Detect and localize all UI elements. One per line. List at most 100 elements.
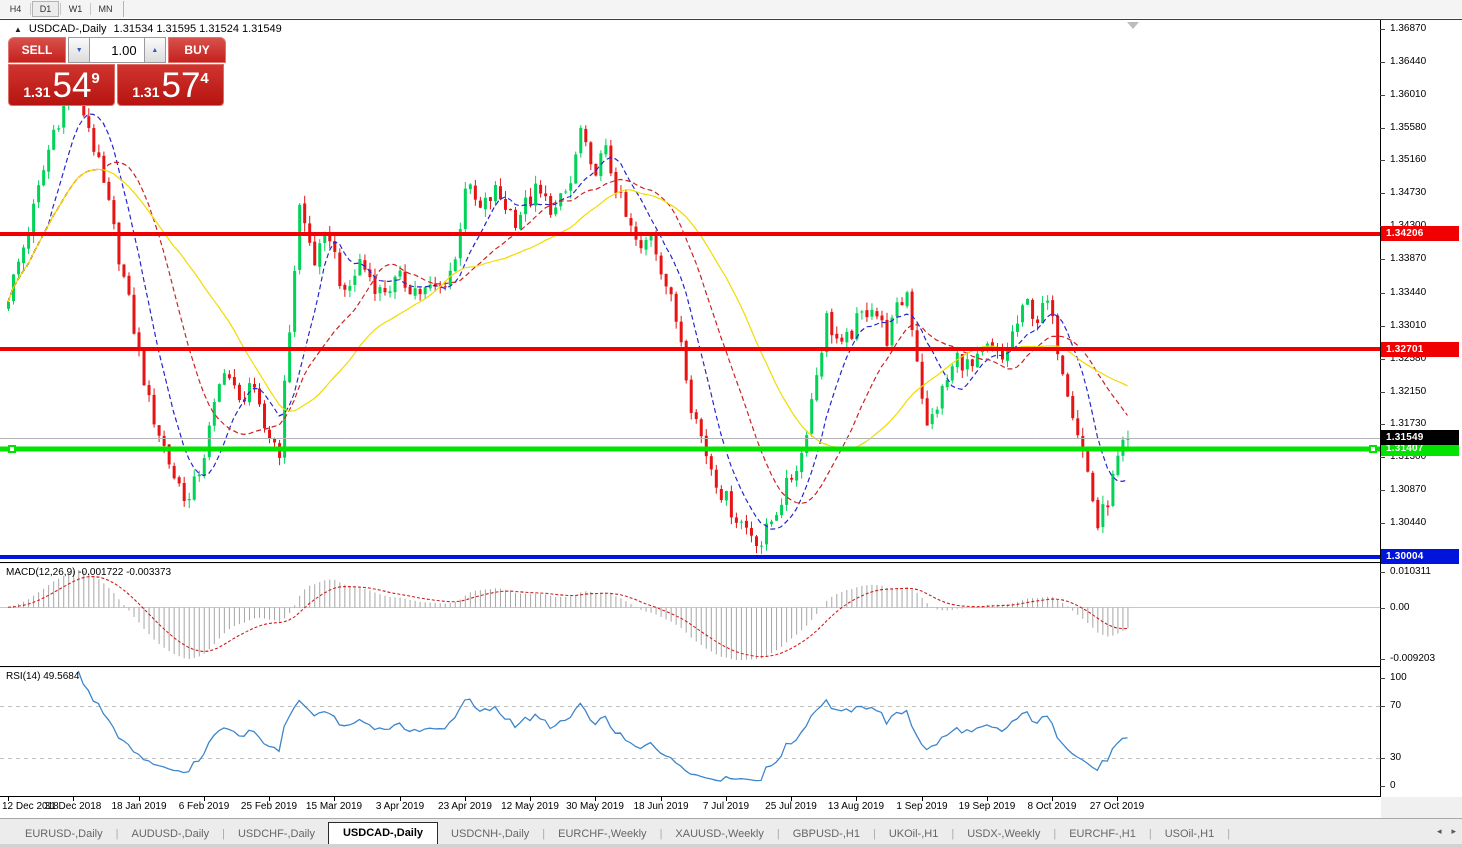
volume-increase-button[interactable]: ▲ [143, 37, 167, 63]
macd-axis-label: 0.00 [1390, 601, 1410, 613]
ask-price-prefix: 1.31 [132, 84, 160, 100]
date-axis-label: 1 Sep 2019 [896, 801, 948, 812]
chart-tab-usdchfdaily[interactable]: USDCHF-,Daily [237, 828, 315, 840]
one-click-trade-panel: SELL ▼ 1.00 ▲ BUY 1.31 54 9 1.31 57 4 [8, 37, 227, 106]
rsi-axis-label: 100 [1390, 672, 1407, 683]
tab-separator: | [222, 828, 225, 840]
tab-separator: | [1053, 828, 1057, 840]
price-axis-tick [1380, 193, 1385, 194]
rsi-indicator-chart[interactable] [0, 668, 1381, 796]
date-axis-label: 3 Apr 2019 [375, 801, 425, 812]
date-axis-label: 23 Apr 2019 [438, 801, 492, 812]
macd-indicator-chart[interactable] [0, 564, 1381, 666]
chart-tab-usdxweekly[interactable]: USDX-,Weekly [967, 828, 1041, 840]
macd-axis-tick [1380, 608, 1385, 609]
tab-separator: | [1227, 828, 1231, 840]
date-axis-tick [465, 797, 466, 801]
price-axis-tick [1380, 490, 1385, 491]
toolbar-separator [123, 1, 124, 17]
ask-price-main: 57 [161, 66, 201, 105]
price-axis-tick-label: 1.36440 [1390, 56, 1427, 67]
date-axis-tick [1052, 797, 1053, 801]
price-axis-tick-label: 1.32150 [1390, 386, 1427, 397]
price-axis-tick [1380, 62, 1385, 63]
price-axis-tick [1380, 293, 1385, 294]
arrow-up-icon: ▲ [151, 46, 159, 54]
chart-tab-audusddaily[interactable]: AUDUSD-,Daily [131, 828, 210, 840]
tab-scroll-left-icon[interactable]: ◂ [1436, 826, 1442, 836]
macd-rsi-separator[interactable] [0, 666, 1381, 667]
ask-price-pip: 4 [200, 70, 209, 87]
sell-button[interactable]: SELL [8, 37, 66, 63]
chart-tab-usdcnhdaily[interactable]: USDCNH-,Daily [451, 828, 530, 840]
main-macd-separator[interactable] [0, 562, 1381, 563]
price-axis-tick [1380, 128, 1385, 129]
bid-price-pip: 9 [91, 70, 100, 87]
macd-axis-tick [1380, 572, 1385, 573]
macd-axis-tick [1380, 659, 1385, 660]
chart-title: ▲ USDCAD-,Daily 1.31534 1.31595 1.31524 … [14, 23, 282, 35]
date-axis-tick [400, 797, 401, 801]
tab-separator: | [872, 828, 876, 840]
collapse-panel-icon[interactable]: ▲ [14, 24, 22, 34]
volume-input[interactable]: 1.00 [90, 37, 144, 63]
date-axis-label: 15 Mar 2019 [305, 801, 363, 812]
rsi-axis-label: 70 [1390, 700, 1402, 711]
date-axis-label: 31 Dec 2018 [44, 801, 102, 812]
bid-price-prefix: 1.31 [23, 84, 51, 100]
chart-tab-usdcaddaily[interactable]: USDCAD-,Daily [327, 822, 439, 845]
buy-button[interactable]: BUY [168, 37, 227, 63]
chart-tab-ukoilh1[interactable]: UKOil-,H1 [888, 828, 939, 840]
date-axis-tick [661, 797, 662, 801]
volume-decrease-button[interactable]: ▼ [67, 37, 91, 63]
price-axis-tick [1380, 29, 1385, 30]
tab-scroll-right-icon[interactable]: ▸ [1451, 826, 1456, 836]
date-axis-label: 19 Sep 2019 [958, 801, 1016, 812]
frame-border [0, 19, 1462, 20]
arrow-down-icon: ▼ [75, 46, 83, 54]
chart-tab-usoilh1[interactable]: USOil-,H1 [1164, 828, 1215, 840]
price-axis-tick-label: 1.30440 [1390, 517, 1427, 528]
date-axis-label: 12 Dec 2018 [2, 801, 59, 812]
price-axis-tick-label: 1.33870 [1390, 253, 1427, 264]
timeframe-button-mn[interactable]: MN [98, 4, 113, 14]
date-axis-label: 8 Oct 2019 [1027, 801, 1077, 812]
timeframe-button-h4[interactable]: H4 [9, 4, 22, 14]
timeframe-toolbar: H4 D1 W1 MN [0, 0, 1462, 19]
timeframe-button-d1[interactable]: D1 [32, 1, 59, 17]
bid-price-button[interactable]: 1.31 54 9 [8, 64, 115, 106]
price-axis-tick-label: 1.32580 [1390, 353, 1427, 364]
rsi-axis-tick [1380, 678, 1385, 679]
hline-price-tag[interactable]: 1.30004 [1381, 549, 1459, 564]
date-axis-tick [8, 797, 9, 801]
rsi-axis-label: 30 [1390, 752, 1402, 763]
tab-separator: | [542, 828, 546, 840]
price-axis-tick-label: 1.30870 [1390, 484, 1427, 495]
main-price-chart[interactable] [0, 20, 1381, 562]
tab-scroll-controls: ◂ ▸ [1437, 826, 1456, 837]
chart-symbol-label: USDCAD-,Daily [28, 23, 107, 35]
chart-tab-eurchfweekly[interactable]: EURCHF-,Weekly [558, 828, 647, 840]
date-axis-label: 6 Feb 2019 [178, 801, 230, 812]
hline-price-tag[interactable]: 1.34206 [1381, 226, 1459, 241]
price-axis-tick [1380, 457, 1385, 458]
date-axis-tick [1117, 797, 1118, 801]
price-axis-tick [1380, 523, 1385, 524]
date-axis-tick [139, 797, 140, 801]
hline-price-tag[interactable]: 1.32701 [1381, 342, 1459, 357]
chart-tab-bar: EURUSD-,Daily | AUDUSD-,Daily | USDCHF-,Dail… [0, 818, 1462, 845]
ask-price-button[interactable]: 1.31 57 4 [117, 64, 224, 106]
timeframe-button-w1[interactable]: W1 [68, 4, 83, 14]
chart-tab-eurchfh1[interactable]: EURCHF-,H1 [1069, 828, 1136, 840]
date-axis-label: 18 Jan 2019 [111, 801, 167, 812]
date-axis-tick [856, 797, 857, 801]
tab-separator: | [951, 828, 955, 840]
toolbar-separator [60, 3, 61, 15]
price-axis-tick [1380, 160, 1385, 161]
date-axis-label: 25 Jul 2019 [765, 801, 817, 812]
date-axis-tick [726, 797, 727, 801]
chart-tab-eurusddaily[interactable]: EURUSD-,Daily [25, 828, 103, 840]
chart-tab-xauusdweekly[interactable]: XAUUSD-,Weekly [675, 828, 764, 840]
date-axis-tick [530, 797, 531, 801]
chart-tab-gbpusdh1[interactable]: GBPUSD-,H1 [792, 828, 860, 840]
